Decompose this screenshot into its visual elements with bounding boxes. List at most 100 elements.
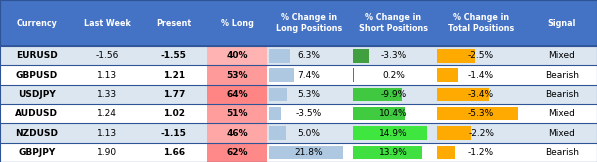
FancyBboxPatch shape <box>207 143 267 162</box>
Text: 1.21: 1.21 <box>163 71 185 80</box>
Text: EURUSD: EURUSD <box>16 51 58 60</box>
FancyBboxPatch shape <box>435 123 527 143</box>
Text: -1.4%: -1.4% <box>468 71 494 80</box>
Text: -1.55: -1.55 <box>161 51 187 60</box>
Text: Bearish: Bearish <box>545 90 579 99</box>
FancyBboxPatch shape <box>74 123 140 143</box>
Text: Last Week: Last Week <box>84 19 131 28</box>
Text: -3.5%: -3.5% <box>296 109 322 118</box>
Text: USDJPY: USDJPY <box>18 90 56 99</box>
Text: 1.66: 1.66 <box>163 148 185 157</box>
FancyBboxPatch shape <box>269 68 294 82</box>
FancyBboxPatch shape <box>435 143 527 162</box>
Text: -2.5%: -2.5% <box>468 51 494 60</box>
Text: 21.8%: 21.8% <box>295 148 324 157</box>
FancyBboxPatch shape <box>207 85 267 104</box>
Text: -9.9%: -9.9% <box>380 90 407 99</box>
Text: 53%: 53% <box>226 71 248 80</box>
FancyBboxPatch shape <box>353 126 427 140</box>
Text: Bearish: Bearish <box>545 71 579 80</box>
FancyBboxPatch shape <box>351 46 435 65</box>
Text: 1.13: 1.13 <box>97 128 117 138</box>
Text: 1.13: 1.13 <box>97 71 117 80</box>
Text: 1.24: 1.24 <box>97 109 117 118</box>
Text: Mixed: Mixed <box>549 109 576 118</box>
Text: % Change in
Short Positions: % Change in Short Positions <box>359 13 428 33</box>
FancyBboxPatch shape <box>207 123 267 143</box>
FancyBboxPatch shape <box>0 65 74 85</box>
FancyBboxPatch shape <box>0 0 597 46</box>
Text: 10.4%: 10.4% <box>379 109 408 118</box>
Text: Currency: Currency <box>17 19 57 28</box>
Text: 6.3%: 6.3% <box>297 51 321 60</box>
FancyBboxPatch shape <box>353 88 402 101</box>
Text: AUDUSD: AUDUSD <box>16 109 59 118</box>
Text: GBPJPY: GBPJPY <box>19 148 56 157</box>
FancyBboxPatch shape <box>527 123 597 143</box>
Text: Present: Present <box>156 19 192 28</box>
Text: 51%: 51% <box>226 109 248 118</box>
Text: 7.4%: 7.4% <box>297 71 321 80</box>
FancyBboxPatch shape <box>267 104 351 123</box>
FancyBboxPatch shape <box>435 46 527 65</box>
FancyBboxPatch shape <box>527 143 597 162</box>
FancyBboxPatch shape <box>140 85 207 104</box>
FancyBboxPatch shape <box>74 85 140 104</box>
FancyBboxPatch shape <box>74 104 140 123</box>
FancyBboxPatch shape <box>0 123 74 143</box>
FancyBboxPatch shape <box>140 65 207 85</box>
Text: 1.90: 1.90 <box>97 148 117 157</box>
Text: -1.15: -1.15 <box>161 128 187 138</box>
FancyBboxPatch shape <box>353 107 405 121</box>
FancyBboxPatch shape <box>353 68 354 82</box>
Text: 1.02: 1.02 <box>163 109 185 118</box>
FancyBboxPatch shape <box>0 46 74 65</box>
Text: 62%: 62% <box>226 148 248 157</box>
Text: -1.2%: -1.2% <box>468 148 494 157</box>
Text: 1.33: 1.33 <box>97 90 117 99</box>
FancyBboxPatch shape <box>269 146 343 159</box>
FancyBboxPatch shape <box>437 146 456 159</box>
FancyBboxPatch shape <box>437 49 475 63</box>
FancyBboxPatch shape <box>437 126 470 140</box>
FancyBboxPatch shape <box>351 104 435 123</box>
Text: -3.3%: -3.3% <box>380 51 407 60</box>
FancyBboxPatch shape <box>74 65 140 85</box>
Text: -5.3%: -5.3% <box>468 109 494 118</box>
Text: Mixed: Mixed <box>549 51 576 60</box>
FancyBboxPatch shape <box>267 85 351 104</box>
Text: GBPUSD: GBPUSD <box>16 71 58 80</box>
Text: 46%: 46% <box>226 128 248 138</box>
Text: 5.0%: 5.0% <box>297 128 321 138</box>
Text: Signal: Signal <box>547 19 576 28</box>
FancyBboxPatch shape <box>74 46 140 65</box>
FancyBboxPatch shape <box>269 49 290 63</box>
FancyBboxPatch shape <box>140 123 207 143</box>
FancyBboxPatch shape <box>0 143 74 162</box>
Text: -3.4%: -3.4% <box>468 90 494 99</box>
FancyBboxPatch shape <box>351 123 435 143</box>
FancyBboxPatch shape <box>527 104 597 123</box>
Text: 5.3%: 5.3% <box>297 90 321 99</box>
Text: -1.56: -1.56 <box>96 51 119 60</box>
FancyBboxPatch shape <box>435 85 527 104</box>
FancyBboxPatch shape <box>435 65 527 85</box>
FancyBboxPatch shape <box>435 104 527 123</box>
Text: -2.2%: -2.2% <box>468 128 494 138</box>
Text: 64%: 64% <box>226 90 248 99</box>
FancyBboxPatch shape <box>269 126 286 140</box>
Text: % Change in
Total Positions: % Change in Total Positions <box>448 13 514 33</box>
FancyBboxPatch shape <box>140 143 207 162</box>
Text: Mixed: Mixed <box>549 128 576 138</box>
FancyBboxPatch shape <box>0 104 74 123</box>
Text: 0.2%: 0.2% <box>382 71 405 80</box>
FancyBboxPatch shape <box>140 46 207 65</box>
FancyBboxPatch shape <box>140 104 207 123</box>
FancyBboxPatch shape <box>207 65 267 85</box>
FancyBboxPatch shape <box>74 143 140 162</box>
Text: NZDUSD: NZDUSD <box>16 128 59 138</box>
FancyBboxPatch shape <box>207 104 267 123</box>
FancyBboxPatch shape <box>0 85 74 104</box>
FancyBboxPatch shape <box>351 143 435 162</box>
Text: % Change in
Long Positions: % Change in Long Positions <box>276 13 342 33</box>
